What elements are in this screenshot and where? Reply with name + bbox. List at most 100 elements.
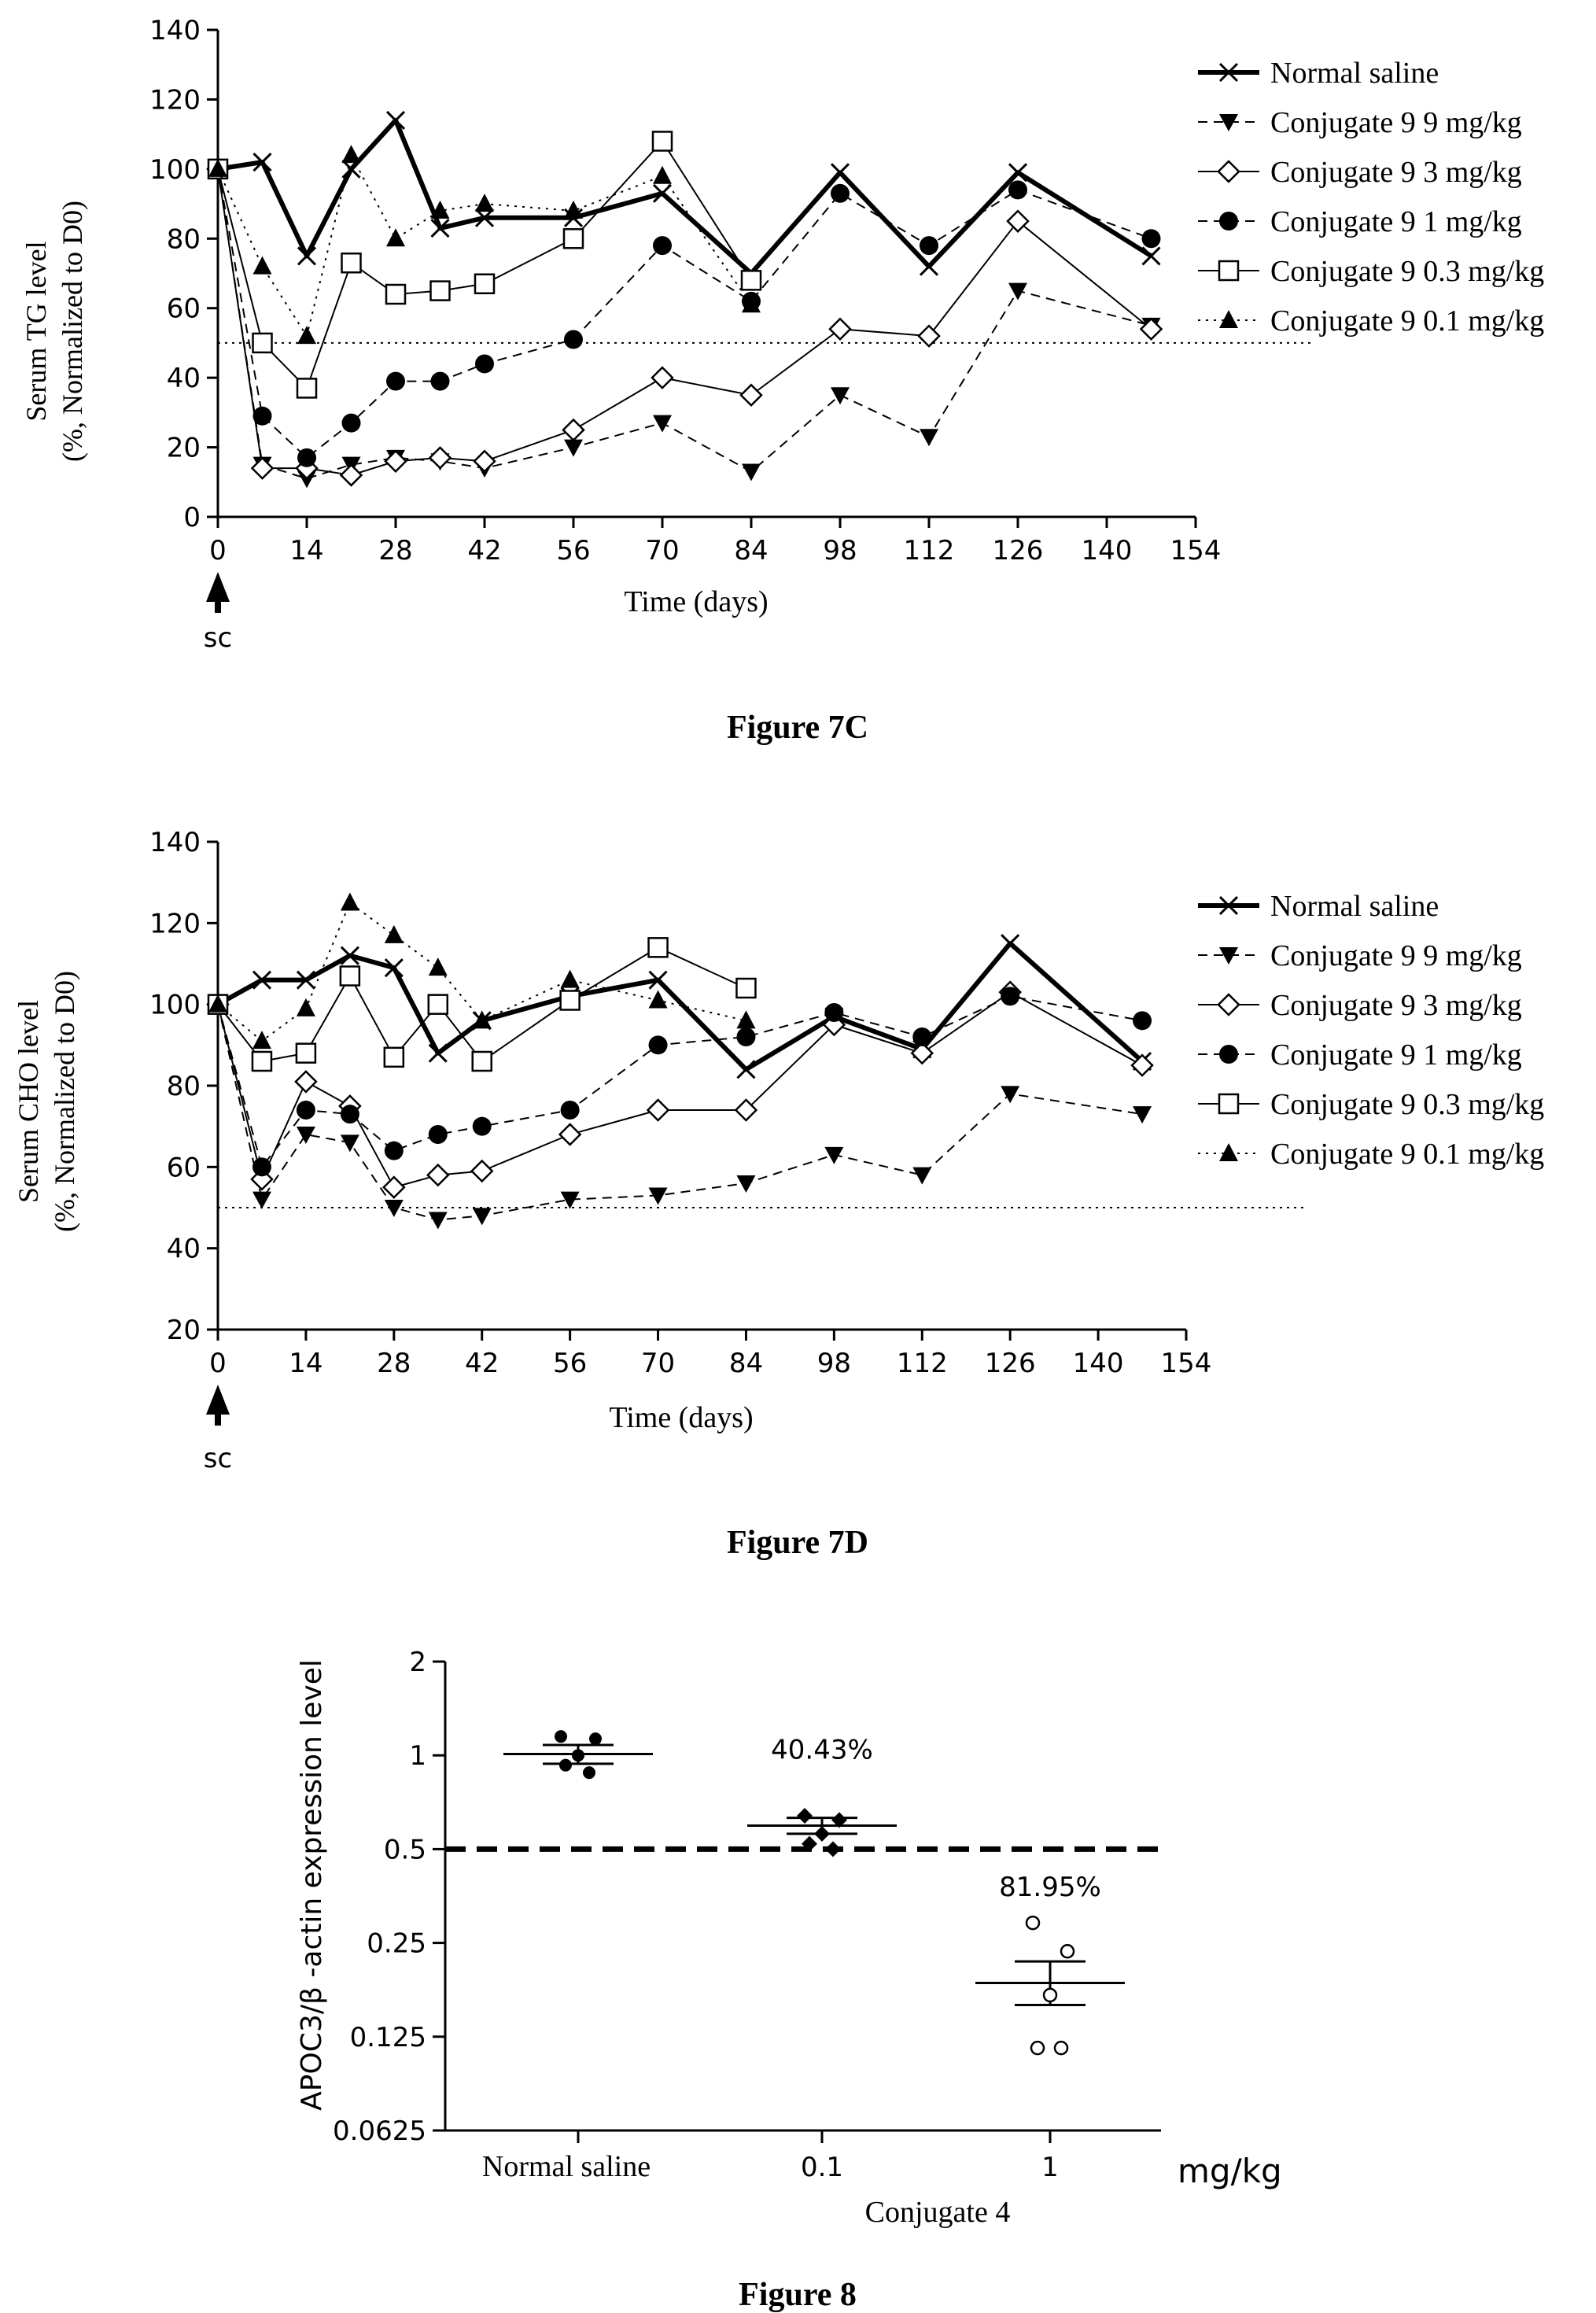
legend-label: Conjugate 9 0.3 mg/kg <box>1270 1088 1544 1121</box>
data-point <box>734 1098 758 1122</box>
data-point <box>426 1163 450 1187</box>
series-line <box>217 946 746 1062</box>
legend-label: Conjugate 9 0.3 mg/kg <box>1270 255 1544 288</box>
data-point <box>385 110 406 131</box>
y-tick-label: 0.25 <box>367 1928 426 1960</box>
x-tick-label: 154 <box>1170 535 1222 566</box>
data-point <box>1053 2040 1069 2056</box>
y-tick-label: 20 <box>167 433 201 464</box>
series-line <box>217 154 752 338</box>
legend-marker <box>1219 1143 1238 1161</box>
data-point <box>341 252 362 274</box>
y-axis-label-line1-7d: Serum CHO level <box>13 1000 44 1203</box>
data-point <box>564 200 583 219</box>
figure-7d-caption: Figure 7D <box>727 1525 868 1561</box>
data-point <box>475 194 494 212</box>
x-tick-label: 0 <box>209 535 227 566</box>
series-line <box>217 117 1153 276</box>
data-point <box>208 994 227 1013</box>
data-point <box>646 1098 670 1122</box>
x-axis-label-7c: Time (days) <box>624 585 768 618</box>
data-point <box>1133 1106 1152 1124</box>
data-point <box>471 1050 492 1072</box>
data-point <box>742 294 761 313</box>
sc-annotation-7c: sc <box>204 622 232 654</box>
data-point <box>383 1046 405 1068</box>
series-line <box>217 140 752 389</box>
data-point <box>1001 987 1020 1006</box>
plot-area-8: 2 1 0.5 0.25 0.125 0.0625 Normal saline 0.1 40.4… <box>333 1647 1164 2183</box>
legend-marker <box>1217 993 1240 1016</box>
y-tick-label: 40 <box>167 1234 201 1265</box>
x-tick-label: 126 <box>993 535 1044 566</box>
data-point <box>384 1141 404 1160</box>
data-point <box>824 1146 844 1164</box>
data-point <box>652 183 673 203</box>
data-point <box>1008 163 1028 183</box>
data-point <box>736 1060 756 1079</box>
data-point <box>250 456 275 480</box>
x-tick-label: 84 <box>729 1348 763 1379</box>
y-tick-label: 140 <box>149 15 201 46</box>
legend-marker <box>1219 212 1238 231</box>
data-point <box>648 1187 668 1205</box>
data-point <box>294 1070 318 1094</box>
data-point <box>252 406 272 426</box>
x-tick-label: 70 <box>641 1348 675 1379</box>
x-tick-label: 1 <box>1041 2152 1059 2183</box>
data-point <box>559 990 581 1011</box>
data-point <box>430 218 450 238</box>
data-point <box>296 998 315 1016</box>
data-point <box>648 1035 668 1055</box>
reduction-annotation: 40.43% <box>771 1734 873 1765</box>
x-tick-label: 42 <box>467 535 501 566</box>
y-tick-label: 80 <box>167 223 201 255</box>
data-point <box>428 1212 448 1230</box>
data-point <box>562 418 585 442</box>
plot-area-7d: 20 40 60 80 100 120 140 0 14 28 42 56 70 84 98 112 126 14… <box>149 827 1544 1426</box>
data-point <box>252 1157 271 1177</box>
data-point <box>252 1191 271 1209</box>
data-point <box>831 1812 847 1828</box>
data-point <box>564 330 583 349</box>
y-tick-label: 120 <box>149 908 201 939</box>
data-point <box>208 158 227 177</box>
legend-label: Normal saline <box>1270 57 1439 90</box>
data-point <box>830 163 850 183</box>
data-point <box>297 246 317 266</box>
data-point <box>472 1208 492 1226</box>
data-point <box>385 283 407 305</box>
y-tick-label: 60 <box>167 293 201 325</box>
data-point <box>589 1732 602 1746</box>
x-tick-label: Normal saline <box>482 2150 651 2183</box>
legend-marker <box>1219 114 1238 131</box>
x-tick-label: 112 <box>904 535 955 566</box>
data-point <box>384 958 404 978</box>
legend-marker <box>1219 1045 1238 1064</box>
data-point <box>1139 317 1163 341</box>
y-axis-label-8: APOC3/β -actin expression level <box>296 1659 328 2111</box>
legend-label: Conjugate 9 0.1 mg/kg <box>1270 1138 1544 1171</box>
data-point <box>1141 246 1161 266</box>
data-point <box>297 448 316 467</box>
sc-arrow <box>206 1385 230 1415</box>
data-point <box>430 200 450 219</box>
x-tick-label: 56 <box>553 1348 587 1379</box>
data-point <box>251 1050 273 1072</box>
data-point <box>651 366 674 389</box>
data-point <box>919 256 939 276</box>
data-point <box>917 324 941 348</box>
data-point <box>296 1127 315 1144</box>
data-point <box>340 1105 359 1124</box>
series-line <box>217 1004 1143 1221</box>
unit-label-8: mg/kg <box>1178 2152 1282 2190</box>
data-point <box>341 159 361 179</box>
legend-label: Conjugate 9 1 mg/kg <box>1270 205 1522 238</box>
plot-area-7c: 0 20 40 60 80 100 120 140 0 14 28 42 56 70 84 98 112 126 1… <box>149 15 1544 613</box>
data-point <box>912 1167 932 1185</box>
series-line <box>217 995 1143 1168</box>
legend-label: Conjugate 9 3 mg/kg <box>1270 156 1522 189</box>
data-point <box>382 1175 406 1199</box>
data-point <box>252 152 272 172</box>
